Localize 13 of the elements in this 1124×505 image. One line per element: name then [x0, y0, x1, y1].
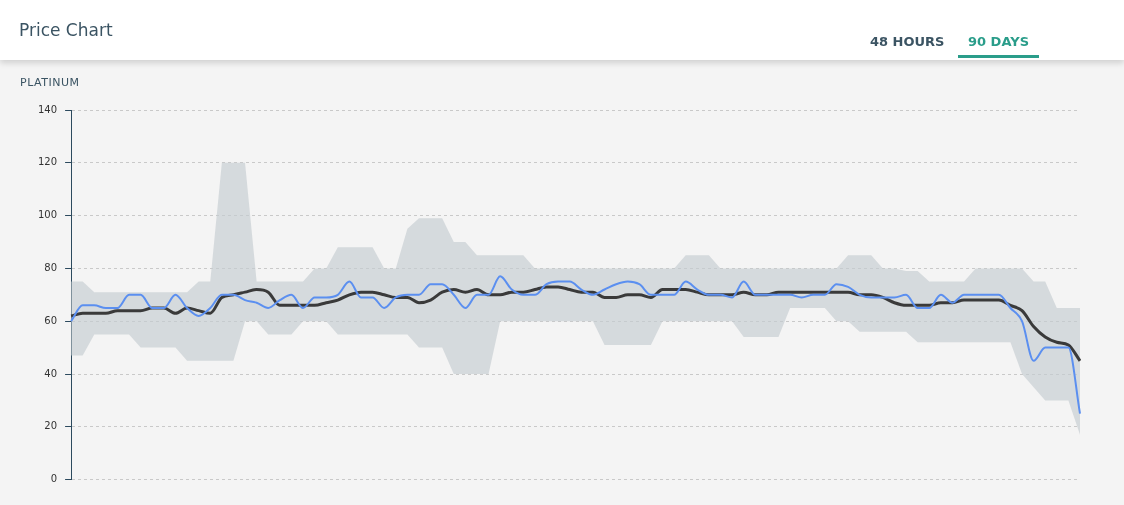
y-tick-label: 20	[44, 420, 58, 432]
chart-title: Price Chart	[19, 20, 113, 40]
y-tick-label: 40	[44, 367, 58, 379]
text: 48 HOURS	[869, 34, 946, 51]
y-tick-label: 0	[50, 473, 58, 485]
y-tick-label: 120	[37, 156, 58, 168]
line-series	[70, 275, 1081, 415]
y-axis-title: PLATINUM	[20, 76, 80, 89]
y-tick-label: 100	[37, 209, 58, 221]
y-tick-label: 80	[44, 261, 58, 273]
y-tick-label: 60	[44, 314, 58, 326]
text: 90 DAYS	[958, 34, 1040, 58]
y-tick-label: 140	[37, 103, 58, 115]
